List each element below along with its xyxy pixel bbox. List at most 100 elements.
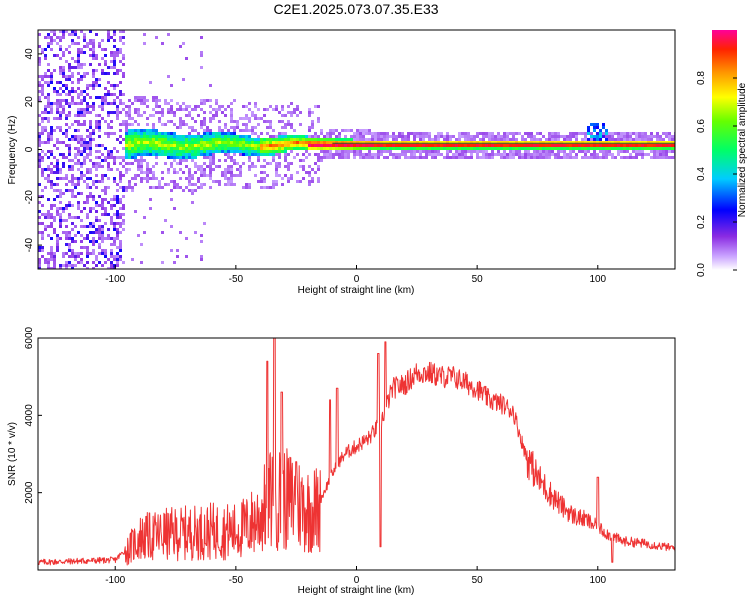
spectrogram-cell (419, 156, 422, 159)
spectrogram-cell (269, 186, 272, 189)
spectrogram-cell (161, 177, 164, 180)
spectrogram-cell (431, 156, 434, 159)
spectrogram-cell (260, 153, 263, 156)
spectrogram-cell (281, 147, 284, 150)
spectrogram-cell (260, 141, 263, 144)
spectrogram-cell (281, 126, 284, 129)
spectrogram-cell (218, 129, 221, 132)
spectrogram-cell (203, 156, 206, 159)
spectrogram-cell (47, 33, 50, 36)
spectrogram-cell (377, 141, 380, 144)
spectrogram-cell (446, 150, 449, 153)
spectrogram-cell (143, 159, 146, 162)
spectrogram-cell (257, 108, 260, 111)
spectrogram-cell (473, 150, 476, 153)
spectrogram-cell (116, 54, 119, 57)
spectrogram-cell (419, 132, 422, 135)
spectrogram-cell (503, 150, 506, 153)
spectrogram-cell (50, 42, 53, 45)
spectrogram-cell (221, 174, 224, 177)
spectrogram-cell (347, 150, 350, 153)
spectrogram-cell (71, 168, 74, 171)
spectrogram-cell (257, 138, 260, 141)
spectrogram-cell (185, 153, 188, 156)
spectrogram-cell (503, 132, 506, 135)
spectrogram-cell (347, 141, 350, 144)
spectrogram-cell (470, 156, 473, 159)
spectrogram-cell (131, 117, 134, 120)
spectrogram-cell (329, 135, 332, 138)
spectrogram-cell (149, 150, 152, 153)
spectrogram-cell (434, 150, 437, 153)
spectrogram-cell (71, 252, 74, 255)
spectrogram-cell (383, 144, 386, 147)
spectrogram-cell (626, 147, 629, 150)
spectrogram-cell (230, 147, 233, 150)
spectrogram-cell (272, 150, 275, 153)
spectrogram-cell (266, 150, 269, 153)
spectrogram-cell (95, 78, 98, 81)
spectrogram-cell (110, 36, 113, 39)
spectrogram-cell (449, 135, 452, 138)
spectrogram-cell (98, 156, 101, 159)
spectrogram-cell (530, 132, 533, 135)
spectrogram-cell (500, 141, 503, 144)
spectrogram-cell (311, 180, 314, 183)
spectrogram-cell (440, 153, 443, 156)
spectrogram-cell (89, 48, 92, 51)
spectrogram-cell (62, 33, 65, 36)
spectrogram-cell (95, 126, 98, 129)
spectrogram-cell (401, 132, 404, 135)
spectrogram-cell (350, 150, 353, 153)
spectrogram-cell (137, 153, 140, 156)
spectrogram-cell (194, 189, 197, 192)
spectrogram-cell (176, 102, 179, 105)
spectrogram-cell (128, 147, 131, 150)
spectrogram-cell (530, 138, 533, 141)
spectrogram-cell (227, 177, 230, 180)
spectrogram-cell (140, 165, 143, 168)
spectrogram-cell (47, 225, 50, 228)
spectrogram-cell (470, 150, 473, 153)
spectrogram-cell (233, 174, 236, 177)
spectrogram-cell (143, 99, 146, 102)
spectrogram-cell (278, 147, 281, 150)
spectrogram-cell (179, 159, 182, 162)
spectrogram-cell (287, 123, 290, 126)
spectrogram-cell (212, 141, 215, 144)
spectrogram-cell (203, 135, 206, 138)
spectrogram-cell (164, 144, 167, 147)
spectrogram-cell (305, 156, 308, 159)
spectrogram-cell (53, 30, 56, 33)
spectrogram-cell (113, 99, 116, 102)
spectrogram-cell (407, 150, 410, 153)
spectrogram-cell (212, 117, 215, 120)
spectrogram-cell (59, 207, 62, 210)
spectrogram-cell (116, 231, 119, 234)
spectrogram-cell (110, 153, 113, 156)
spectrogram-cell (98, 45, 101, 48)
spectrogram-cell (383, 150, 386, 153)
spectrogram-cell (59, 171, 62, 174)
spectrogram-cell (551, 135, 554, 138)
spectrogram-cell (191, 156, 194, 159)
spectrogram-cell (89, 96, 92, 99)
spectrogram-cell (110, 216, 113, 219)
spectrogram-cell (563, 153, 566, 156)
spectrogram-cell (479, 150, 482, 153)
spectrogram-cell (455, 156, 458, 159)
spectrogram-cell (161, 186, 164, 189)
spectrogram-cell (110, 261, 113, 264)
spectrogram-cell (440, 135, 443, 138)
spectrogram-cell (530, 135, 533, 138)
spectrogram-cell (110, 84, 113, 87)
spectrogram-cell (512, 138, 515, 141)
spectrogram-cell (65, 231, 68, 234)
spectrogram-cell (359, 135, 362, 138)
spectrogram-cell (191, 150, 194, 153)
spectrogram-cell (71, 216, 74, 219)
spectrogram-cell (542, 135, 545, 138)
spectrogram-cell (470, 147, 473, 150)
spectrogram-cell (275, 105, 278, 108)
spectrogram-cell (107, 126, 110, 129)
